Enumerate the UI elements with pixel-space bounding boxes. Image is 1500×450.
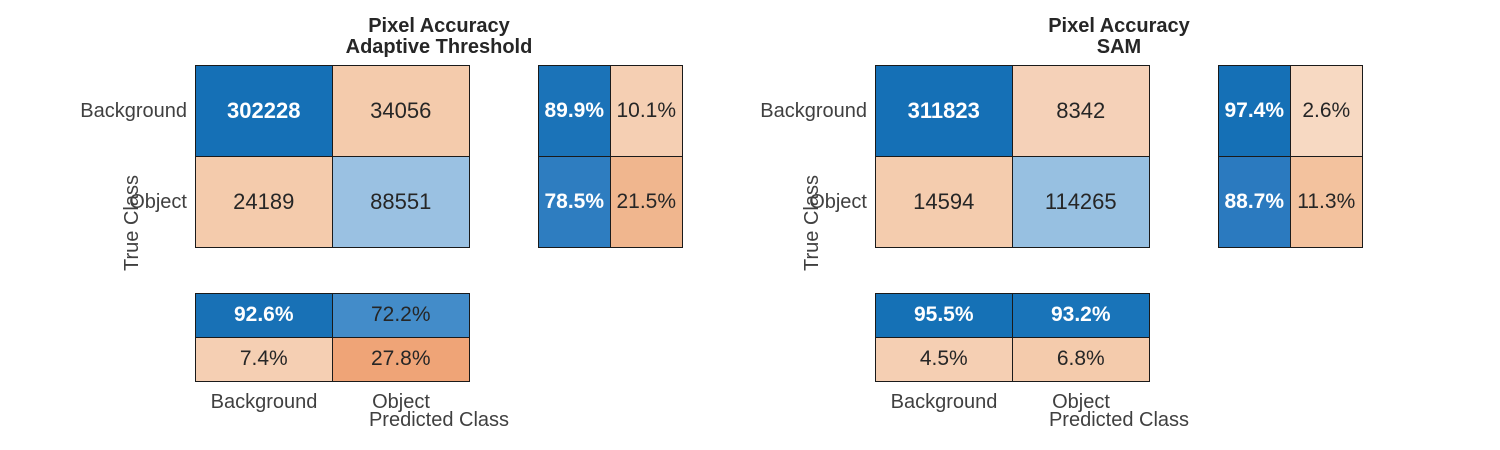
column-summary-cell-r0c1: 93.2%	[1012, 294, 1149, 338]
chart-title: Pixel Accuracy Adaptive Threshold	[195, 16, 683, 58]
row-summary-cell-r1c0: 78.5%	[539, 156, 611, 247]
matrix-cell-r0c1: 8342	[1012, 66, 1149, 157]
column-summary-cell-r0c1: 72.2%	[332, 294, 469, 338]
row-summary-cell-r0c1: 10.1%	[610, 66, 682, 157]
xtick-object: Object	[372, 391, 430, 413]
column-summary-cell-r0c0: 92.6%	[196, 294, 333, 338]
chart-title-line2: SAM	[1096, 36, 1142, 58]
column-summary-cell-r1c0: 4.5%	[876, 337, 1013, 381]
ytick-background: Background	[80, 100, 187, 122]
row-summary: 89.9% 10.1% 78.5% 21.5%	[538, 65, 683, 248]
confusion-matrix: 302228 34056 24189 88551	[195, 65, 470, 248]
chart-title-line1: Pixel Accuracy	[368, 15, 510, 37]
xtick-background: Background	[890, 391, 998, 413]
chart-title-line2: Adaptive Threshold	[345, 36, 533, 58]
chart-title-line1: Pixel Accuracy	[1048, 15, 1190, 37]
confusion-chart-sam: Pixel Accuracy SAM 311823 8342 14594 114…	[680, 0, 1380, 450]
y-axis-label: True Class	[800, 175, 823, 271]
confusion-chart-adaptive-threshold: Pixel Accuracy Adaptive Threshold 302228…	[0, 0, 700, 450]
ytick-object: Object	[129, 191, 187, 213]
matrix-cell-r0c1: 34056	[332, 66, 469, 157]
confusion-matrix: 311823 8342 14594 114265	[875, 65, 1150, 248]
column-summary: 92.6% 72.2% 7.4% 27.8%	[195, 293, 470, 382]
row-summary: 97.4% 2.6% 88.7% 11.3%	[1218, 65, 1363, 248]
row-summary-cell-r1c0: 88.7%	[1219, 156, 1291, 247]
matrix-cell-r0c0: 311823	[876, 66, 1013, 157]
matrix-cell-r1c0: 14594	[876, 156, 1013, 247]
ytick-object: Object	[809, 191, 867, 213]
x-axis-label: Predicted Class	[1048, 409, 1190, 431]
y-axis-label: True Class	[120, 175, 143, 271]
row-summary-cell-r0c0: 97.4%	[1219, 66, 1291, 157]
xtick-background: Background	[210, 391, 318, 413]
matrix-cell-r1c1: 88551	[332, 156, 469, 247]
x-axis-label: Predicted Class	[368, 409, 510, 431]
matrix-cell-r1c0: 24189	[196, 156, 333, 247]
matrix-cell-r0c0: 302228	[196, 66, 333, 157]
row-summary-cell-r1c1: 21.5%	[610, 156, 682, 247]
column-summary: 95.5% 93.2% 4.5% 6.8%	[875, 293, 1150, 382]
column-summary-cell-r1c1: 6.8%	[1012, 337, 1149, 381]
xtick-object: Object	[1052, 391, 1110, 413]
matrix-cell-r1c1: 114265	[1012, 156, 1149, 247]
chart-title: Pixel Accuracy SAM	[875, 16, 1363, 58]
row-summary-cell-r0c0: 89.9%	[539, 66, 611, 157]
column-summary-cell-r1c0: 7.4%	[196, 337, 333, 381]
row-summary-cell-r0c1: 2.6%	[1290, 66, 1362, 157]
row-summary-cell-r1c1: 11.3%	[1290, 156, 1362, 247]
column-summary-cell-r0c0: 95.5%	[876, 294, 1013, 338]
column-summary-cell-r1c1: 27.8%	[332, 337, 469, 381]
ytick-background: Background	[760, 100, 867, 122]
